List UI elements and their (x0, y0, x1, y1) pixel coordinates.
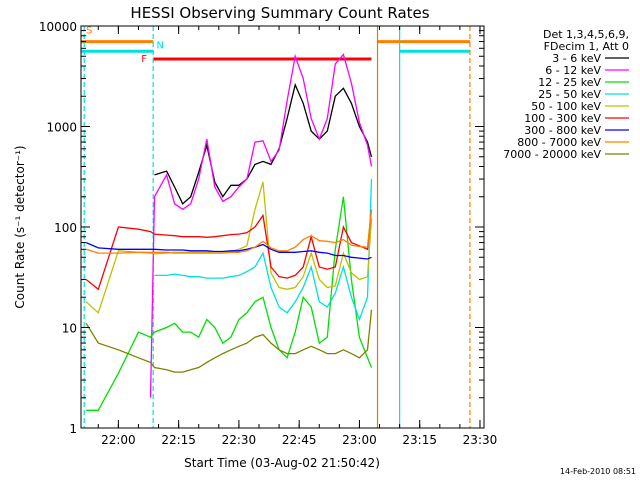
x-tick-label: 22:15 (161, 433, 196, 447)
series-layer (85, 53, 373, 411)
vertical-markers (83, 26, 471, 428)
series-line (86, 209, 373, 254)
x-tick-label: 22:45 (282, 433, 317, 447)
series-line (154, 82, 373, 205)
series-line (85, 209, 373, 291)
legend-entry-label: 800 - 7000 keV (517, 136, 601, 149)
y-tick-label: 10000 (39, 20, 77, 34)
footer-date: 14-Feb-2010 08:51 (560, 467, 636, 476)
legend-header: FDecim 1, Att 0 (544, 40, 629, 53)
y-tick-label: 1000 (46, 121, 77, 135)
legend-entry-label: 12 - 25 keV (538, 76, 601, 89)
series-line (154, 178, 373, 322)
legend-entry-label: 50 - 100 keV (531, 100, 601, 113)
flag-label: N (157, 40, 164, 51)
flag-label: S (86, 26, 92, 37)
x-tick-label: 23:15 (402, 433, 437, 447)
legend-entry-label: 100 - 300 keV (524, 112, 601, 125)
plot-frame (80, 25, 485, 429)
series-line (85, 309, 373, 373)
x-axis-label: Start Time (03-Aug-02 21:50:42) (184, 456, 380, 470)
y-axis-label: Count Rate (s⁻¹ detector⁻¹) (13, 145, 27, 308)
x-tick-label: 23:00 (342, 433, 377, 447)
flag-label: F (141, 54, 147, 65)
flags-layer: S NF (81, 26, 470, 65)
legend-entry-label: 3 - 6 keV (552, 52, 601, 65)
legend-entry-label: 6 - 12 keV (545, 64, 601, 77)
legend-entry-label: 300 - 800 keV (524, 124, 601, 137)
legend-entry-label: 7000 - 20000 keV (503, 148, 601, 161)
chart-title: HESSI Observing Summary Count Rates (130, 4, 429, 22)
x-tick-label: 23:30 (463, 433, 498, 447)
x-tick-label: 22:30 (222, 433, 257, 447)
x-tick-label: 22:00 (101, 433, 136, 447)
series-line (86, 196, 373, 411)
series-line (149, 53, 373, 398)
axis-ticks: 22:00 22:15 22:30 22:45 23:00 23:15 23:30 1 10 10… (39, 20, 497, 447)
series-line (85, 242, 372, 260)
legend-header: Det 1,3,4,5,6,9, (543, 28, 629, 41)
y-tick-label: 1 (69, 422, 77, 436)
legend: Det 1,3,4,5,6,9,FDecim 1, Att 03 - 6 keV… (503, 28, 629, 161)
y-tick-label: 10 (62, 322, 77, 336)
series-line (85, 181, 373, 314)
legend-entry-label: 25 - 50 keV (538, 88, 601, 101)
y-tick-label: 100 (54, 221, 77, 235)
